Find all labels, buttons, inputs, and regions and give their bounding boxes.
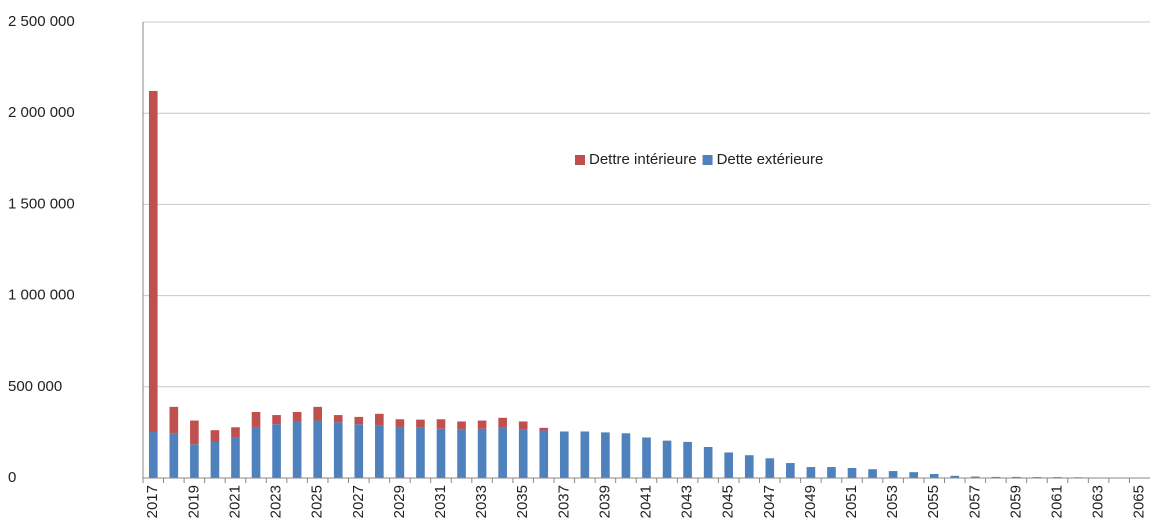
bar-segment (436, 428, 446, 478)
bar-segment (416, 419, 425, 428)
bar-segment (477, 428, 487, 478)
x-tick-label: 2051 (843, 485, 860, 518)
bar-segment (847, 467, 857, 478)
bar-segment (457, 421, 466, 430)
bar-segment (251, 426, 261, 478)
bar-segment (642, 437, 651, 478)
bar-segment (601, 432, 610, 478)
bar-segment (498, 417, 507, 428)
bar-segment (909, 472, 918, 478)
x-tick-label: 2047 (761, 485, 778, 518)
y-tick-label: 1 000 000 (8, 287, 75, 304)
x-tick-label: 2033 (473, 485, 490, 518)
legend-swatch (575, 155, 585, 165)
x-tick-label: 2053 (884, 485, 901, 518)
y-tick-label: 2 500 000 (8, 13, 75, 30)
x-tick-label: 2039 (596, 485, 613, 518)
bar-segment (292, 411, 302, 422)
x-tick-label: 2037 (555, 485, 572, 518)
y-tick-label: 0 (8, 469, 16, 486)
bar-segment (210, 441, 220, 478)
x-tick-label: 2061 (1048, 485, 1065, 518)
y-tick-label: 2 000 000 (8, 104, 75, 121)
bar-segment (621, 433, 631, 478)
x-tick-label: 2023 (268, 485, 285, 518)
bar-segment (868, 469, 877, 478)
bar-segment (210, 430, 220, 442)
bar-segment (292, 421, 302, 478)
x-tick-label: 2029 (391, 485, 408, 518)
bar-segment (744, 455, 754, 478)
bar-segment (806, 467, 816, 478)
x-tick-label: 2063 (1090, 485, 1107, 518)
bar-segment (477, 420, 487, 429)
bar-segment (395, 419, 405, 427)
bar-segment (827, 467, 836, 478)
bar-segment (683, 441, 692, 478)
bar-segment (436, 419, 446, 429)
bar-segment (190, 420, 199, 445)
x-tick-label: 2049 (802, 485, 819, 518)
bar-segment (416, 427, 425, 478)
bar-segment (231, 427, 240, 438)
x-tick-label: 2025 (309, 485, 326, 518)
bar-segment (354, 424, 364, 478)
bar-segment (375, 413, 384, 426)
bar-segment (786, 463, 795, 478)
bar-segment (724, 452, 734, 478)
x-tick-label: 2017 (144, 485, 161, 518)
bar-segment (991, 476, 1001, 478)
bar-segment (251, 411, 261, 427)
x-tick-label: 2041 (637, 485, 654, 518)
bar-segment (1012, 476, 1021, 478)
bar-segment (888, 471, 898, 478)
bar-segment (231, 437, 240, 478)
y-tick-label: 500 000 (8, 378, 62, 395)
x-tick-label: 2057 (966, 485, 983, 518)
bar-segment (354, 416, 364, 425)
bar-segment (765, 458, 775, 478)
bar-segment (148, 90, 158, 433)
legend-label: Dette extérieure (717, 151, 824, 168)
bar-segment (559, 431, 569, 478)
x-tick-label: 2045 (720, 485, 737, 518)
x-tick-label: 2031 (432, 485, 449, 518)
bar-segment (169, 406, 179, 434)
x-tick-label: 2019 (185, 485, 202, 518)
x-tick-label: 2055 (925, 485, 942, 518)
bar-segment (929, 473, 939, 478)
legend-label: Dettre intérieure (589, 151, 697, 168)
bar-segment (580, 431, 590, 478)
bar-segment (539, 430, 549, 478)
bar-segment (169, 433, 179, 478)
x-tick-label: 2027 (350, 485, 367, 518)
x-tick-label: 2043 (679, 485, 696, 518)
bar-segment (313, 420, 322, 478)
bar-segment (457, 429, 466, 478)
bar-segment (375, 425, 384, 478)
x-tick-label: 2035 (514, 485, 531, 518)
bar-segment (662, 440, 672, 478)
bar-segment (395, 426, 405, 478)
legend-swatch (702, 155, 713, 165)
bar-segment (148, 432, 158, 478)
bar-segment (313, 406, 322, 421)
x-tick-label: 2065 (1131, 485, 1148, 518)
bar-segment (950, 475, 960, 478)
x-tick-label: 2059 (1007, 485, 1024, 518)
bar-segment (518, 421, 528, 430)
bar-segment (971, 476, 980, 478)
bar-segment (333, 415, 343, 423)
bar-segment (272, 415, 281, 425)
bar-segment (272, 424, 281, 478)
y-tick-label: 1 500 000 (8, 195, 75, 212)
bar-segment (190, 444, 199, 478)
bar-segment (518, 429, 528, 478)
x-tick-label: 2021 (226, 485, 243, 518)
bar-segment (539, 427, 549, 431)
bar-segment (498, 427, 507, 478)
bar-segment (333, 422, 343, 478)
bar-segment (703, 446, 713, 478)
